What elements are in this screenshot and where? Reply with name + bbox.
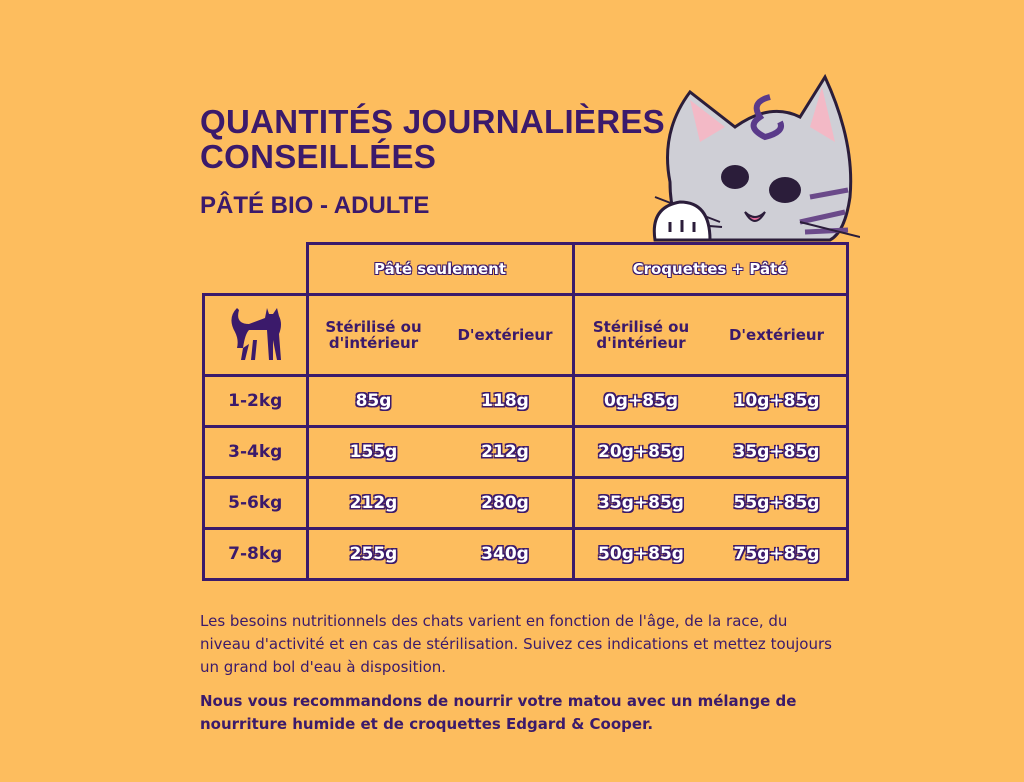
group-header: Croquettes + Pâté bbox=[571, 242, 849, 296]
value-cell: 35g+85g bbox=[707, 425, 849, 479]
value-cell: 212g bbox=[305, 476, 439, 530]
value-cell: 280g bbox=[438, 476, 575, 530]
group-header: Pâté seulement bbox=[305, 242, 575, 296]
empty-cell bbox=[203, 243, 309, 296]
value-cell: 75g+85g bbox=[707, 527, 849, 581]
column-header: Stérilisé ou d'intérieur bbox=[571, 293, 708, 377]
feeding-table: Pâté seulement Croquettes + Pâté Stérilisé… bbox=[202, 242, 849, 581]
column-row: Stérilisé ou d'intérieur D'extérieur Stéri… bbox=[202, 293, 849, 377]
data-row: 7-8kg 255g 340g 50g+85g 75g+85g bbox=[202, 527, 849, 581]
cat-icon bbox=[231, 307, 282, 360]
group-row: Pâté seulement Croquettes + Pâté bbox=[203, 242, 849, 296]
value-cell: 50g+85g bbox=[571, 527, 708, 581]
value-cell: 0g+85g bbox=[571, 374, 708, 428]
value-cell: 20g+85g bbox=[571, 425, 708, 479]
column-header: D'extérieur bbox=[438, 293, 575, 377]
value-cell: 118g bbox=[438, 374, 575, 428]
row-header: 7-8kg bbox=[202, 527, 309, 581]
data-row: 5-6kg 212g 280g 35g+85g 55g+85g bbox=[202, 476, 849, 530]
data-row: 3-4kg 155g 212g 20g+85g 35g+85g bbox=[202, 425, 849, 479]
column-header: D'extérieur bbox=[707, 293, 849, 377]
value-cell: 255g bbox=[305, 527, 439, 581]
row-header: 5-6kg bbox=[202, 476, 309, 530]
value-cell: 55g+85g bbox=[707, 476, 849, 530]
cat-icon-cell bbox=[202, 293, 309, 377]
title: QUANTITÉS JOURNALIÈRES CONSEILLÉES bbox=[200, 103, 665, 175]
value-cell: 85g bbox=[305, 374, 439, 428]
value-cell: 212g bbox=[438, 425, 575, 479]
data-row: 1-2kg 85g 118g 0g+85g 10g+85g bbox=[202, 374, 849, 428]
column-header: Stérilisé ou d'intérieur bbox=[305, 293, 439, 377]
row-header: 3-4kg bbox=[202, 425, 309, 479]
cat-mascot bbox=[652, 73, 860, 242]
subtitle: PÂTÉ BIO - ADULTE bbox=[200, 192, 430, 219]
value-cell: 340g bbox=[438, 527, 575, 581]
value-cell: 10g+85g bbox=[707, 374, 849, 428]
recommendation: Nous vous recommandons de nourrir votre … bbox=[200, 692, 797, 733]
row-header: 1-2kg bbox=[202, 374, 309, 428]
value-cell: 155g bbox=[305, 425, 439, 479]
value-cell: 35g+85g bbox=[571, 476, 708, 530]
note: Les besoins nutritionnels des chats vari… bbox=[200, 612, 832, 676]
